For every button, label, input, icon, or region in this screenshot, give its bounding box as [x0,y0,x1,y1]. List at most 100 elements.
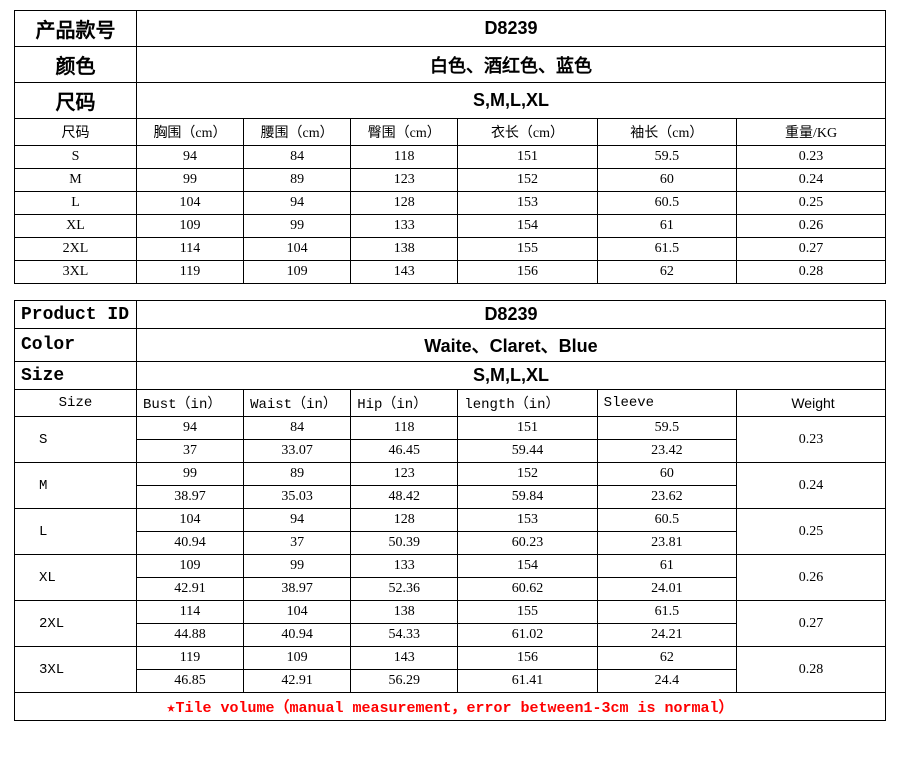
table-cell: 138 [351,601,458,624]
table-cell: 128 [351,192,458,215]
cn-column-header: 尺码 [15,119,137,146]
en-column-header: Hip（in） [351,390,458,417]
table-row: XL10999133154610.26 [15,215,886,238]
table-cell: 60.62 [458,578,597,601]
table-row: L1049412815360.50.25 [15,192,886,215]
cn-product-id-label: 产品款号 [15,11,137,47]
table-cell: 56.29 [351,670,458,693]
table-cell: L [15,192,137,215]
table-cell: 38.97 [244,578,351,601]
cn-product-id-value: D8239 [136,11,885,47]
table-cell: 118 [351,146,458,169]
table-cell: 104 [136,192,243,215]
table-cell: 50.39 [351,532,458,555]
table-row: 2XL11410413815561.50.27 [15,601,886,624]
table-cell: 59.44 [458,440,597,463]
table-cell: 0.24 [737,169,886,192]
table-cell: 153 [458,509,597,532]
table-cell: 35.03 [244,486,351,509]
cn-column-header-row: 尺码胸围（cm）腰围（cm）臀围（cm）衣长（cm）袖长（cm）重量/KG [15,119,886,146]
table-cell: 23.81 [597,532,736,555]
table-cell: 0.28 [737,261,886,284]
table-cell: 46.45 [351,440,458,463]
table-cell: M [15,169,137,192]
table-cell: 151 [458,146,597,169]
table-cell: 24.4 [597,670,736,693]
table-cell: 133 [351,555,458,578]
table-cell: 61.5 [597,601,736,624]
table-cell: 143 [351,261,458,284]
table-cell: 3XL [15,261,137,284]
table-cell: 60 [597,463,736,486]
cn-size-label: 尺码 [15,83,137,119]
table-cell: 94 [244,509,351,532]
table-cell: 23.42 [597,440,736,463]
table-cell: 109 [244,647,351,670]
en-column-header: Sleeve [597,390,736,417]
table-cell: 143 [351,647,458,670]
cn-spec-table: 产品款号 D8239 颜色 白色、酒红色、蓝色 尺码 S,M,L,XL 尺码胸围… [14,10,886,284]
en-size-value: S,M,L,XL [136,362,885,390]
table-cell: 89 [244,463,351,486]
weight-cell: 0.25 [737,509,886,555]
table-cell: 40.94 [136,532,243,555]
table-cell: 114 [136,601,243,624]
cn-color-value: 白色、酒红色、蓝色 [136,47,885,83]
table-cell: 40.94 [244,624,351,647]
table-cell: 109 [136,215,243,238]
table-cell: 37 [136,440,243,463]
table-cell: 60 [597,169,736,192]
en-product-id-value: D8239 [136,301,885,329]
cn-column-header: 重量/KG [737,119,886,146]
size-cell: XL [15,555,137,601]
table-cell: 119 [136,647,243,670]
table-cell: 123 [351,463,458,486]
table-cell: 114 [136,238,243,261]
table-cell: 37 [244,532,351,555]
table-row: XL10999133154610.26 [15,555,886,578]
cn-column-header: 袖长（cm） [597,119,736,146]
table-cell: 138 [351,238,458,261]
table-row: S948411815159.50.23 [15,417,886,440]
cn-column-header: 胸围（cm） [136,119,243,146]
table-cell: 156 [458,647,597,670]
en-column-header: Waist（in） [244,390,351,417]
en-column-header: length（in） [458,390,597,417]
table-cell: 156 [458,261,597,284]
table-cell: 0.23 [737,146,886,169]
en-size-label: Size [15,362,137,390]
table-cell: 84 [244,146,351,169]
table-cell: 24.01 [597,578,736,601]
weight-cell: 0.23 [737,417,886,463]
table-cell: 42.91 [244,670,351,693]
table-cell: 94 [244,192,351,215]
table-cell: 54.33 [351,624,458,647]
table-cell: 104 [244,601,351,624]
table-cell: 60.5 [597,509,736,532]
table-row: 2XL11410413815561.50.27 [15,238,886,261]
table-row: S948411815159.50.23 [15,146,886,169]
table-cell: 48.42 [351,486,458,509]
table-cell: 0.27 [737,238,886,261]
table-cell: 52.36 [351,578,458,601]
table-cell: 24.21 [597,624,736,647]
table-cell: 59.5 [597,417,736,440]
en-column-header: Bust（in） [136,390,243,417]
en-color-value: Waite、Claret、Blue [136,329,885,362]
table-cell: 44.88 [136,624,243,647]
cn-column-header: 腰围（cm） [244,119,351,146]
weight-cell: 0.28 [737,647,886,693]
table-row: M9989123152600.24 [15,169,886,192]
size-cell: S [15,417,137,463]
table-cell: 59.84 [458,486,597,509]
table-cell: 104 [244,238,351,261]
table-row: 3XL119109143156620.28 [15,261,886,284]
table-cell: 99 [136,169,243,192]
table-cell: 61 [597,215,736,238]
table-cell: 133 [351,215,458,238]
table-cell: 154 [458,555,597,578]
table-row: L1049412815360.50.25 [15,509,886,532]
cn-color-label: 颜色 [15,47,137,83]
table-cell: 89 [244,169,351,192]
table-cell: 152 [458,169,597,192]
